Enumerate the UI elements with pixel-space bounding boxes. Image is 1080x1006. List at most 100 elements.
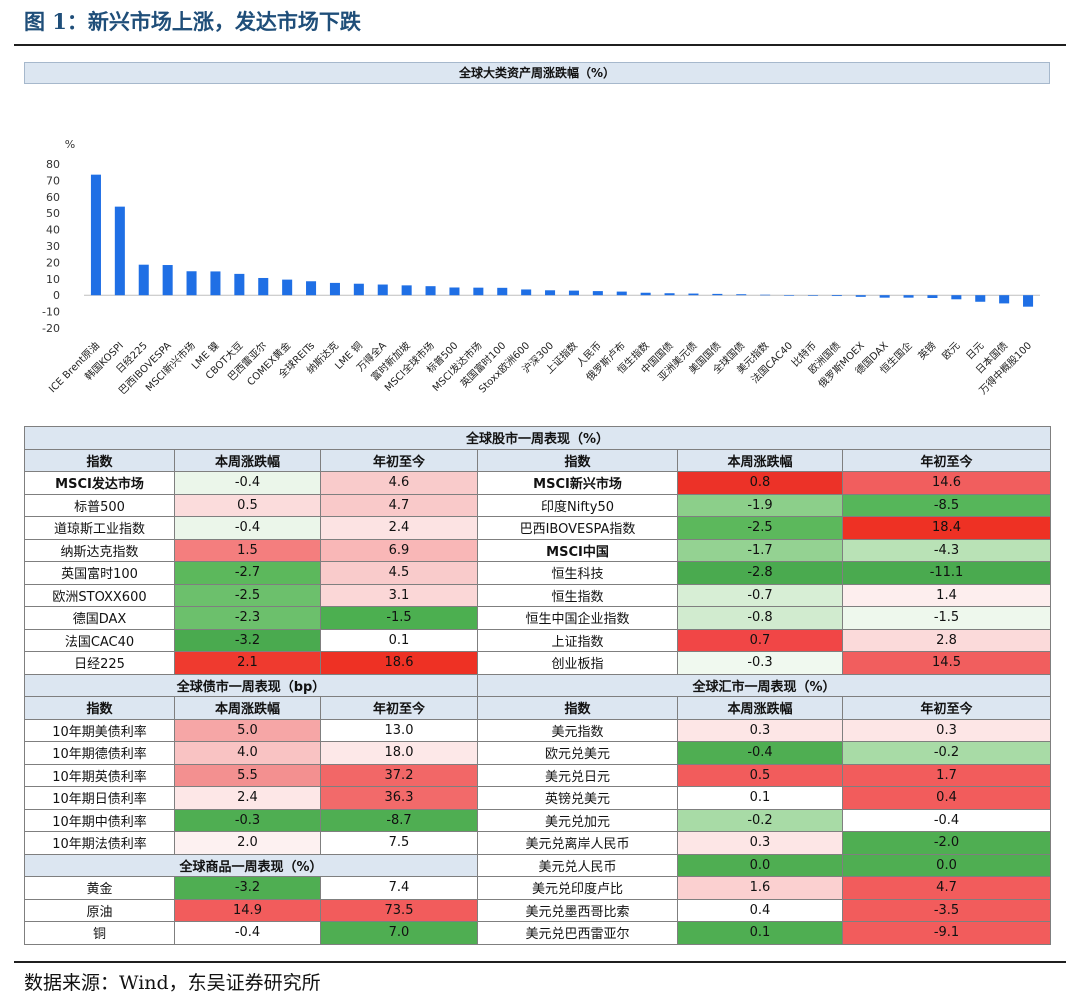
weekly-change: -0.4 <box>174 516 321 540</box>
table-row: 10年期美债利率 5.0 13.0 美元指数 0.3 0.3 <box>24 718 1052 742</box>
ytd-change: 1.7 <box>841 763 1052 787</box>
column-header: 本周涨跌幅 <box>174 696 321 720</box>
column-header: 年初至今 <box>320 448 478 472</box>
ytd-change: -9.1 <box>841 921 1052 945</box>
y-tick-label: 70 <box>46 174 60 187</box>
table-row: 10年期日债利率 2.4 36.3 英镑兑美元 0.1 0.4 <box>24 786 1052 810</box>
table-row: 标普500 0.5 4.7 印度Nifty50 -1.9 -8.5 <box>24 493 1052 517</box>
weekly-change: -1.7 <box>677 538 843 562</box>
chart-title: 全球大类资产周涨跌幅（%） <box>24 62 1050 84</box>
bar <box>258 277 269 296</box>
bar <box>640 292 651 296</box>
bar <box>592 291 603 296</box>
ytd-change: 3.1 <box>320 583 478 607</box>
commodity-name: 原油 <box>24 898 175 922</box>
weekly-change: 0.0 <box>677 853 843 877</box>
bar <box>449 287 460 296</box>
weekly-change: -3.2 <box>174 876 321 900</box>
table-row: 法国CAC40 -3.2 0.1 上证指数 0.7 2.8 <box>24 628 1052 652</box>
ytd-change: 18.4 <box>841 516 1052 540</box>
bond-name: 10年期美债利率 <box>24 718 175 742</box>
fx-name: 美元指数 <box>477 718 678 742</box>
commodity-section-title: 全球商品一周表现（%） <box>24 853 478 877</box>
bond-section-title: 全球债市一周表现（bp） <box>24 673 478 697</box>
ytd-change: 6.9 <box>320 538 478 562</box>
ytd-change: -8.5 <box>841 493 1052 517</box>
fx-name: 美元兑印度卢比 <box>477 876 678 900</box>
fx-name: 美元兑日元 <box>477 763 678 787</box>
ytd-change: 7.5 <box>320 831 478 855</box>
weekly-change: 0.5 <box>174 493 321 517</box>
bar <box>975 295 986 302</box>
bond-name: 10年期法债利率 <box>24 831 175 855</box>
index-name: 德国DAX <box>24 606 175 630</box>
table-row: 原油 14.9 73.5 美元兑墨西哥比索 0.4 -3.5 <box>24 898 1052 922</box>
bar <box>855 295 866 297</box>
ytd-change: 1.4 <box>841 583 1052 607</box>
y-tick-label: 30 <box>46 240 60 253</box>
weekly-change: 0.7 <box>677 628 843 652</box>
table-row: 10年期英债利率 5.5 37.2 美元兑日元 0.5 1.7 <box>24 763 1052 787</box>
bar <box>138 264 149 296</box>
column-header: 本周涨跌幅 <box>677 696 843 720</box>
table-row: 10年期德债利率 4.0 18.0 欧元兑美元 -0.4 -0.2 <box>24 741 1052 765</box>
bar <box>282 279 293 296</box>
ytd-change: 2.4 <box>320 516 478 540</box>
bar <box>90 174 101 296</box>
weekly-change: -3.2 <box>174 628 321 652</box>
ytd-change: 18.0 <box>320 741 478 765</box>
index-name: 创业板指 <box>477 651 678 675</box>
ytd-change: 18.6 <box>320 651 478 675</box>
ytd-change: -2.0 <box>841 831 1052 855</box>
weekly-change: 2.4 <box>174 786 321 810</box>
weekly-change: -0.3 <box>174 808 321 832</box>
bar <box>831 295 842 297</box>
ytd-change: -0.2 <box>841 741 1052 765</box>
table-row: 10年期法债利率 2.0 7.5 美元兑离岸人民币 0.3 -2.0 <box>24 831 1052 855</box>
weekly-change: 0.4 <box>677 898 843 922</box>
bar <box>401 285 412 296</box>
bar <box>1023 295 1034 307</box>
fx-name: 美元兑墨西哥比索 <box>477 898 678 922</box>
column-header: 本周涨跌幅 <box>677 448 843 472</box>
column-header: 指数 <box>477 448 678 472</box>
ytd-change: 37.2 <box>320 763 478 787</box>
table-row: 英国富时100 -2.7 4.5 恒生科技 -2.8 -11.1 <box>24 561 1052 585</box>
y-tick-label: -10 <box>42 306 60 319</box>
bond-name: 10年期德债利率 <box>24 741 175 765</box>
bar <box>784 295 795 296</box>
weekly-change: -2.5 <box>174 583 321 607</box>
source-note: 数据来源：Wind，东吴证券研究所 <box>24 972 321 994</box>
index-name: 上证指数 <box>477 628 678 652</box>
table-row: 全球股市一周表现（%） <box>23 426 1052 450</box>
bar <box>425 286 436 296</box>
fx-name: 欧元兑美元 <box>477 741 678 765</box>
fx-name: 美元兑加元 <box>477 808 678 832</box>
ytd-change: 36.3 <box>320 786 478 810</box>
bar <box>903 295 914 298</box>
weekly-change: 1.6 <box>677 876 843 900</box>
index-name: MSCI发达市场 <box>24 471 175 495</box>
bar <box>234 273 245 296</box>
index-name: 纳斯达克指数 <box>24 538 175 562</box>
y-tick-label: 10 <box>46 273 60 286</box>
weekly-change: 0.8 <box>677 471 843 495</box>
weekly-change: 5.0 <box>174 718 321 742</box>
table-row: 日经225 2.1 18.6 创业板指 -0.3 14.5 <box>24 651 1052 675</box>
bar <box>688 293 699 296</box>
bar <box>568 290 579 296</box>
bar <box>186 271 197 296</box>
weekly-change: -0.4 <box>174 471 321 495</box>
bar <box>879 295 890 298</box>
weekly-change: 0.3 <box>677 718 843 742</box>
figure-title: 图 1：新兴市场上涨，发达市场下跌 <box>24 9 361 34</box>
fx-name: 美元兑巴西雷亚尔 <box>477 921 678 945</box>
table-row: 德国DAX -2.3 -1.5 恒生中国企业指数 -0.8 -1.5 <box>24 606 1052 630</box>
ytd-change: -0.4 <box>841 808 1052 832</box>
bar <box>210 271 221 296</box>
table-row: MSCI发达市场 -0.4 4.6 MSCI新兴市场 0.8 14.6 <box>24 471 1052 495</box>
bar <box>545 290 556 296</box>
bar <box>664 293 675 296</box>
bar <box>114 206 125 296</box>
top-rule <box>14 44 1066 46</box>
